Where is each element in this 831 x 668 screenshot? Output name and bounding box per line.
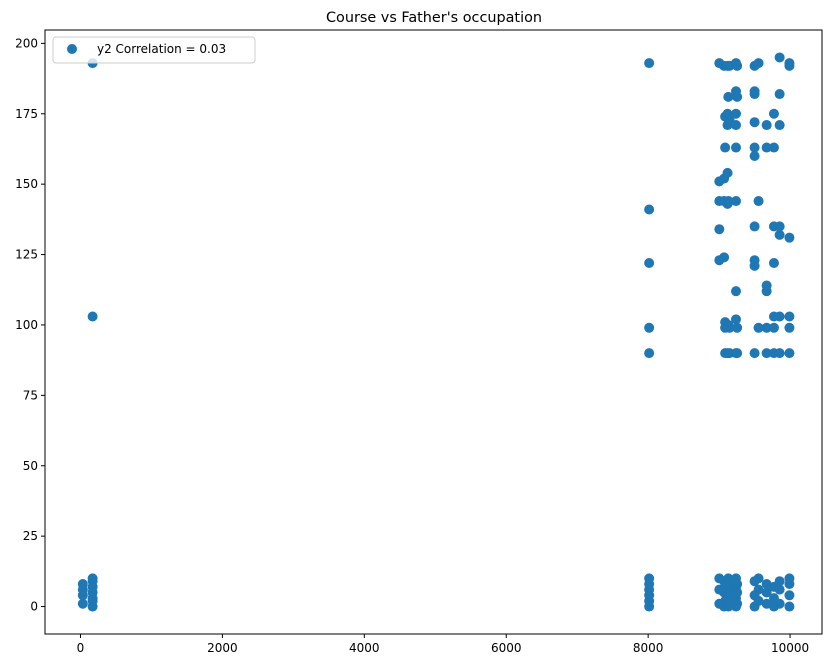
data-point [784,601,795,612]
data-point [732,598,743,609]
data-point [644,58,655,69]
data-point [774,120,785,131]
data-point [784,58,795,69]
data-point [732,60,743,71]
y-tick-label: 100 [15,318,38,332]
y-tick-label: 200 [15,36,38,50]
x-tick-label: 2000 [207,641,238,655]
data-point [732,579,743,590]
data-point [719,252,730,263]
data-point [731,108,741,119]
data-point [761,120,772,131]
data-point [753,196,764,207]
x-tick-label: 4000 [349,641,380,655]
data-point [724,322,735,333]
data-point [732,587,743,598]
y-tick-label: 150 [15,177,38,191]
y-tick-label: 75 [23,388,38,402]
legend-marker [67,44,77,54]
data-point [753,58,764,69]
data-point [77,598,88,609]
data-point [768,322,779,333]
x-tick-label: 6000 [491,641,522,655]
data-point [784,322,795,333]
data-point [731,286,741,297]
data-point [753,595,764,606]
x-tick-label: 10000 [771,641,809,655]
x-axis: 0 2000 4000 6000 8000 10000 [77,634,809,655]
data-point [749,221,760,232]
data-point [749,348,760,359]
data-point [731,120,741,131]
data-point [784,590,795,601]
data-point [732,91,743,102]
data-point [753,322,764,333]
data-point [723,196,734,207]
legend: y2 Correlation = 0.03 [52,36,256,64]
data-point [749,142,760,153]
data-point [774,221,785,232]
data-point [87,311,98,322]
data-point [784,232,795,243]
data-point [723,91,734,102]
data-point [714,224,725,235]
data-point [784,573,795,584]
data-point [761,280,772,291]
chart-title: Course vs Father's occupation [326,10,542,26]
data-point [644,258,655,269]
data-point [732,322,743,333]
y-tick-label: 25 [23,529,38,543]
data-point [774,348,785,359]
data-point [761,142,772,153]
x-tick-label: 0 [77,641,85,655]
data-point [722,167,733,178]
data-point [774,584,785,595]
data-point [774,229,785,240]
data-point [731,142,741,153]
data-point [720,142,731,153]
data-point [761,322,772,333]
data-point [644,322,655,333]
data-point [768,258,779,269]
data-point [774,576,785,587]
data-point [784,348,795,359]
data-point [761,348,772,359]
data-point [761,587,772,598]
data-point [768,142,779,153]
data-point [732,348,743,359]
legend-label: y2 Correlation = 0.03 [97,42,226,56]
y-tick-label: 175 [15,107,38,121]
data-point [87,573,98,584]
data-point [774,598,785,609]
data-point [784,311,795,322]
data-points [77,52,795,612]
data-point [644,348,655,359]
data-point [774,52,785,63]
data-point [749,117,760,128]
y-tick-label: 125 [15,248,38,262]
data-point [753,584,764,595]
data-point [724,114,735,125]
y-tick-label: 0 [30,600,38,614]
legend-box [52,36,256,64]
data-point [731,314,741,325]
data-point [749,86,760,97]
data-point [768,108,779,119]
y-axis: 0 25 50 75 100 125 150 175 200 [15,36,45,614]
data-point [644,573,655,584]
data-point [644,204,655,215]
data-point [774,311,785,322]
data-point [77,579,88,590]
plot-area-frame [44,29,823,635]
data-point [749,255,760,266]
data-point [749,151,760,162]
y-tick-label: 50 [23,459,38,473]
data-point [731,196,741,207]
data-point [753,573,764,584]
x-tick-label: 8000 [633,641,664,655]
data-point [774,89,785,100]
